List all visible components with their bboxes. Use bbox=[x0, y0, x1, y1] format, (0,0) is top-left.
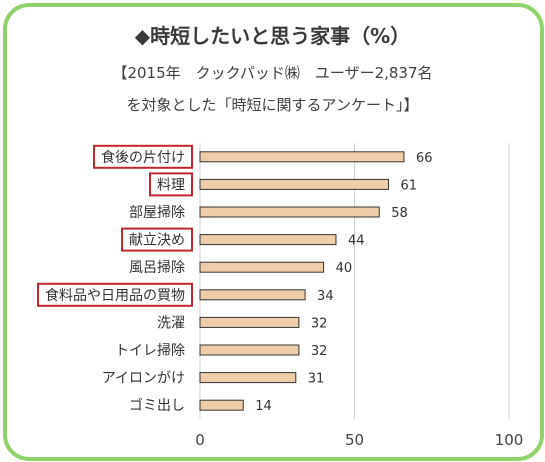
bar bbox=[199, 261, 325, 273]
x-tick-label: 0 bbox=[195, 431, 205, 449]
subtitle-line-2: を対象とした「時短に関するアンケート」】 bbox=[126, 96, 419, 114]
data-label: 14 bbox=[255, 399, 272, 414]
bar bbox=[199, 178, 389, 190]
bar bbox=[199, 151, 405, 163]
highlight-box bbox=[37, 282, 193, 307]
data-label: 34 bbox=[317, 289, 334, 304]
category-label: アイロンがけ bbox=[102, 371, 185, 387]
data-label: 58 bbox=[391, 206, 408, 221]
bar bbox=[199, 372, 297, 384]
x-tick-label: 50 bbox=[345, 431, 364, 449]
highlight-box bbox=[93, 144, 193, 169]
data-label: 66 bbox=[416, 151, 433, 166]
data-label: 61 bbox=[400, 178, 417, 193]
bar bbox=[199, 399, 244, 411]
chart-title: ◆時短したいと思う家事（%） bbox=[134, 24, 411, 48]
category-label: 部屋掃除 bbox=[129, 204, 185, 221]
category-label: 料理 bbox=[157, 177, 185, 193]
card-frame bbox=[3, 3, 544, 461]
bar bbox=[199, 344, 300, 356]
bar bbox=[199, 289, 306, 301]
category-label: 献立決め bbox=[129, 233, 185, 249]
bar bbox=[199, 316, 300, 328]
category-label: 食後の片付け bbox=[101, 149, 185, 166]
highlight-box bbox=[121, 227, 193, 252]
x-tick-label: 100 bbox=[495, 431, 524, 449]
category-label: 食料品や日用品の買物 bbox=[45, 287, 185, 304]
category-label: トイレ掃除 bbox=[115, 342, 185, 359]
data-label: 40 bbox=[336, 261, 353, 276]
bar bbox=[199, 234, 337, 246]
category-label: 風呂掃除 bbox=[129, 259, 185, 276]
data-label: 31 bbox=[308, 372, 325, 387]
category-label: ゴミ出し bbox=[129, 397, 185, 414]
category-label: 洗濯 bbox=[157, 315, 185, 331]
data-label: 44 bbox=[348, 234, 365, 249]
data-label: 32 bbox=[311, 344, 328, 359]
data-label: 32 bbox=[311, 316, 328, 331]
bar bbox=[199, 206, 380, 218]
highlight-box bbox=[149, 172, 193, 197]
subtitle-line-1: 【2015年 クックパッド㈱ ユーザー2,837名 bbox=[112, 64, 433, 82]
